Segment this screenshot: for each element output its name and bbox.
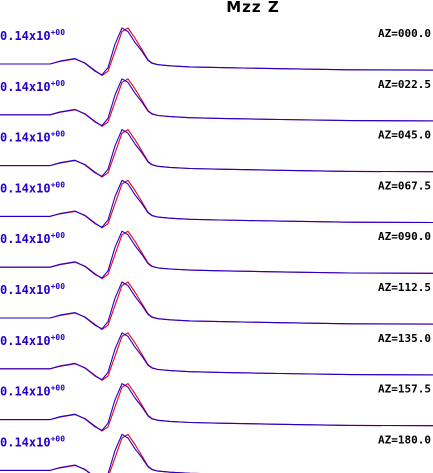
azimuth-label: AZ=000.0 xyxy=(378,27,431,40)
trace-1: 0.14x10+00 AZ=022.5 xyxy=(0,78,433,127)
amplitude-label: 0.14x10+00 xyxy=(0,384,65,399)
amplitude-label: 0.14x10+00 xyxy=(0,79,65,94)
trace-0: 0.14x10+00 AZ=000.0 xyxy=(0,27,433,77)
amplitude-exponent: +00 xyxy=(51,434,66,443)
azimuth-label: AZ=112.5 xyxy=(378,281,431,294)
amplitude-label: 0.14x10+00 xyxy=(0,28,65,43)
observed-waveform xyxy=(0,433,201,473)
amplitude-exponent: +00 xyxy=(51,180,66,189)
amplitude-exponent: +00 xyxy=(51,79,66,88)
azimuth-label: AZ=135.0 xyxy=(378,332,431,345)
observed-waveform xyxy=(0,281,433,330)
amplitude-label: 0.14x10+00 xyxy=(0,282,65,297)
amplitude-exponent: +00 xyxy=(51,130,66,139)
trace-2: 0.14x10+00 AZ=045.0 xyxy=(0,129,433,178)
trace-4: 0.14x10+00 AZ=090.0 xyxy=(0,230,433,280)
observed-waveform xyxy=(0,230,433,279)
trace-6: 0.14x10+00 AZ=135.0 xyxy=(0,332,433,381)
azimuth-label: AZ=090.0 xyxy=(378,230,431,243)
chart-title: Mzz Z xyxy=(226,0,280,16)
observed-waveform xyxy=(0,383,433,431)
trace-3: 0.14x10+00 AZ=067.5 xyxy=(0,179,433,229)
azimuth-label: AZ=045.0 xyxy=(378,129,431,142)
observed-waveform xyxy=(0,27,433,76)
trace-8: 0.14x10+00 AZ=180.0 xyxy=(0,433,431,473)
amplitude-label: 0.14x10+00 xyxy=(0,180,65,195)
azimuth-label: AZ=022.5 xyxy=(378,78,431,91)
azimuth-label: AZ=067.5 xyxy=(378,179,431,192)
azimuth-label: AZ=180.0 xyxy=(378,433,431,446)
amplitude-exponent: +00 xyxy=(51,384,66,393)
amplitude-exponent: +00 xyxy=(51,231,66,240)
amplitude-exponent: +00 xyxy=(51,282,66,291)
amplitude-label: 0.14x10+00 xyxy=(0,434,65,449)
amplitude-label: 0.14x10+00 xyxy=(0,333,65,348)
observed-waveform xyxy=(0,332,433,381)
amplitude-exponent: +00 xyxy=(51,333,66,342)
amplitude-exponent: +00 xyxy=(51,28,66,37)
trace-stack: 0.14x10+00 AZ=000.00.14x10+00 AZ=022.50.14… xyxy=(0,27,433,473)
observed-waveform xyxy=(0,78,433,127)
trace-7: 0.14x10+00 AZ=157.5 xyxy=(0,383,433,432)
trace-5: 0.14x10+00 AZ=112.5 xyxy=(0,281,433,331)
azimuth-label: AZ=157.5 xyxy=(378,383,431,396)
observed-waveform xyxy=(0,179,433,228)
observed-waveform xyxy=(0,129,433,177)
amplitude-label: 0.14x10+00 xyxy=(0,130,65,145)
amplitude-label: 0.14x10+00 xyxy=(0,231,65,246)
